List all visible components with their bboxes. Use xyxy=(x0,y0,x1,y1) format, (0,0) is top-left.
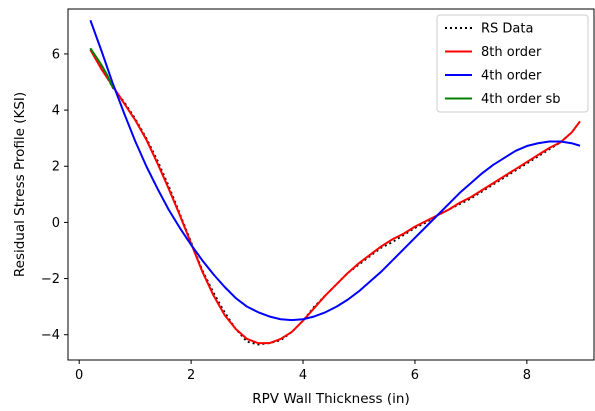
y-tick-label: 4 xyxy=(52,104,60,119)
series-line-3 xyxy=(89,47,114,89)
legend: RS Data 8th order 4th order 4th order sb xyxy=(436,14,589,113)
legend-label-0: RS Data xyxy=(481,22,533,37)
y-tick-label: −2 xyxy=(41,272,60,287)
y-tick-label: 2 xyxy=(52,160,60,175)
x-tick-label: 6 xyxy=(411,368,419,383)
x-tick-label: 4 xyxy=(299,368,307,383)
series-line-1 xyxy=(89,49,581,345)
y-tick-label: 0 xyxy=(52,216,60,231)
legend-label-1: 8th order xyxy=(481,45,542,60)
x-tick-label: 0 xyxy=(75,368,83,383)
series-layer xyxy=(89,19,581,346)
series-line-2 xyxy=(89,19,581,322)
y-tick-label: 6 xyxy=(52,47,60,62)
legend-label-2: 4th order xyxy=(481,69,542,84)
y-axis: −4 −2 0 2 4 6 xyxy=(41,47,68,343)
y-axis-label: Residual Stress Profile (KSI) xyxy=(12,92,28,277)
x-axis: 0 2 4 6 8 xyxy=(75,360,531,383)
legend-box xyxy=(436,14,589,113)
x-axis-label: RPV Wall Thickness (in) xyxy=(252,391,409,407)
x-tick-label: 8 xyxy=(523,368,531,383)
legend-label-3: 4th order sb xyxy=(481,92,561,107)
x-tick-label: 2 xyxy=(187,368,195,383)
y-tick-label: −4 xyxy=(41,328,60,343)
plot-frame xyxy=(67,8,595,361)
